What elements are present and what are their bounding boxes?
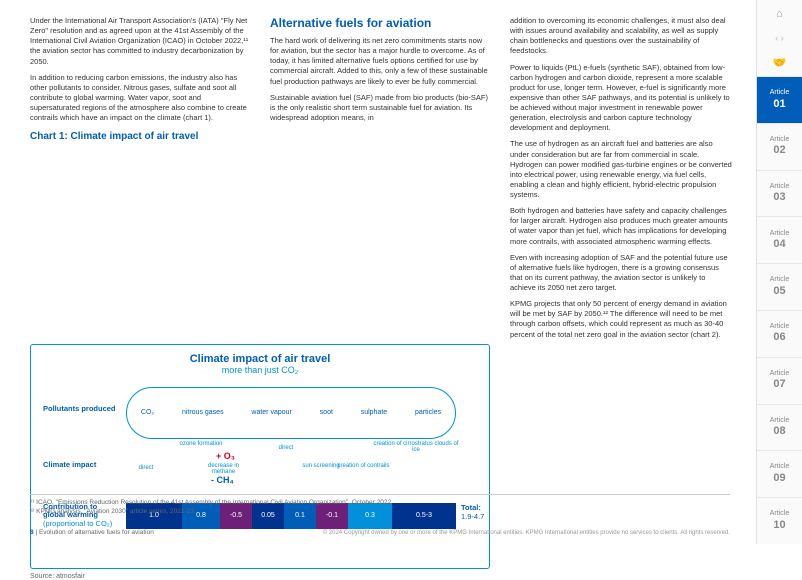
sidebar-item-article-01[interactable]: Article01: [757, 76, 802, 123]
chart-subheading: more than just CO₂: [41, 365, 479, 375]
text-columns: Under the International Air Transport As…: [30, 16, 736, 346]
sidebar-item-number: 06: [773, 331, 785, 344]
sidebar-item-label: Article: [770, 370, 789, 378]
impact-label: creation of contrails: [336, 463, 391, 470]
sidebar-item-article-04[interactable]: Article04: [757, 216, 802, 263]
handshake-icon[interactable]: 🤝: [757, 48, 802, 76]
sidebar-item-article-07[interactable]: Article07: [757, 357, 802, 404]
sidebar-item-article-06[interactable]: Article06: [757, 310, 802, 357]
para: In addition to reducing carbon emissions…: [30, 73, 252, 124]
sidebar-item-number: 04: [773, 238, 785, 251]
sidebar-item-number: 09: [773, 472, 785, 485]
column-1: Under the International Air Transport As…: [30, 16, 252, 346]
ch4-label: - CH₄: [211, 475, 234, 485]
sidebar-item-number: 05: [773, 285, 785, 298]
impact-row: direct ozone formation decrease in metha…: [126, 445, 456, 489]
footnote: ¹¹ ICAO, "Emissions Reduction Resolution…: [30, 499, 730, 507]
impact-label: direct: [261, 445, 311, 452]
footnote: ¹² KPMG analysis, "Aviation 2030" articl…: [30, 508, 730, 516]
pollutant: sulphate: [361, 409, 387, 416]
page-title: Evolution of alternative fuels for aviat…: [39, 529, 154, 536]
row-label-contrib-b: (proportional to CO₂): [43, 519, 112, 528]
sidebar-item-label: Article: [770, 276, 789, 284]
prev-next-icon[interactable]: ‹ ›: [757, 28, 802, 48]
sidebar-item-number: 07: [773, 378, 785, 391]
sidebar-item-label: Article: [770, 417, 789, 425]
sidebar-item-article-02[interactable]: Article02: [757, 123, 802, 170]
para: Even with increasing adoption of SAF and…: [510, 253, 732, 294]
chart-title: Chart 1: Climate impact of air travel: [30, 131, 252, 142]
sidebar-item-article-03[interactable]: Article03: [757, 170, 802, 217]
pollutant: nitrous gases: [182, 409, 224, 416]
footnotes: ¹¹ ICAO, "Emissions Reduction Resolution…: [30, 494, 730, 516]
section-heading: Alternative fuels for aviation: [270, 16, 492, 30]
para: Power to liquids (PtL) e-fuels (syntheti…: [510, 63, 732, 134]
page-indicator: 8 | Evolution of alternative fuels for a…: [30, 529, 154, 536]
sidebar-item-label: Article: [770, 510, 789, 518]
sidebar-item-number: 02: [773, 144, 785, 157]
sidebar-item-article-08[interactable]: Article08: [757, 404, 802, 451]
copyright: © 2024 Copyright owned by one or more of…: [323, 530, 730, 536]
main-content: Under the International Air Transport As…: [0, 0, 756, 544]
footer: 8 | Evolution of alternative fuels for a…: [30, 529, 730, 536]
sidebar-item-label: Article: [770, 463, 789, 471]
sidebar-item-label: Article: [770, 230, 789, 238]
page-number: 8: [30, 529, 34, 536]
impact-label: creation of cirrostratus clouds of ice: [371, 441, 461, 454]
home-icon[interactable]: ⌂: [757, 0, 802, 28]
row-label-pollutants: Pollutants produced: [43, 405, 118, 414]
sidebar-item-label: Article: [770, 183, 789, 191]
sidebar-nav: ⌂ ‹ › 🤝 Article01Article02Article03Artic…: [756, 0, 802, 544]
pollutants-cloud: CO₂ nitrous gases water vapour soot sulp…: [126, 387, 456, 439]
chart-source: Source: atmosfair: [30, 573, 736, 580]
para: Both hydrogen and batteries have safety …: [510, 206, 732, 247]
sidebar-item-article-10[interactable]: Article10: [757, 497, 802, 544]
para: addition to overcoming its economic chal…: [510, 16, 732, 57]
sidebar-item-number: 03: [773, 191, 785, 204]
para: Sustainable aviation fuel (SAF) made fro…: [270, 93, 492, 123]
para: The hard work of delivering its net zero…: [270, 36, 492, 87]
column-3: addition to overcoming its economic chal…: [510, 16, 732, 346]
para: KPMG projects that only 50 percent of en…: [510, 299, 732, 340]
pollutant: CO₂: [141, 409, 154, 416]
row-label-impact: Climate impact: [43, 461, 118, 470]
para: The use of hydrogen as an aircraft fuel …: [510, 139, 732, 200]
column-2: Alternative fuels for aviation The hard …: [270, 16, 492, 346]
impact-label: direct: [121, 465, 171, 472]
chart-heading: Climate impact of air travel: [41, 353, 479, 365]
sidebar-item-article-09[interactable]: Article09: [757, 450, 802, 497]
sidebar-item-number: 10: [773, 519, 785, 532]
sidebar-item-article-05[interactable]: Article05: [757, 263, 802, 310]
pollutant: soot: [320, 409, 333, 416]
pollutant: water vapour: [251, 409, 291, 416]
sidebar-item-label: Article: [770, 89, 789, 97]
pollutant: particles: [415, 409, 441, 416]
para: Under the International Air Transport As…: [30, 16, 252, 67]
sidebar-item-label: Article: [770, 136, 789, 144]
impact-label: ozone formation: [176, 441, 226, 448]
o3-label: + O₃: [216, 451, 235, 461]
sidebar-item-number: 08: [773, 425, 785, 438]
sidebar-item-number: 01: [773, 98, 785, 111]
sidebar-item-label: Article: [770, 323, 789, 331]
